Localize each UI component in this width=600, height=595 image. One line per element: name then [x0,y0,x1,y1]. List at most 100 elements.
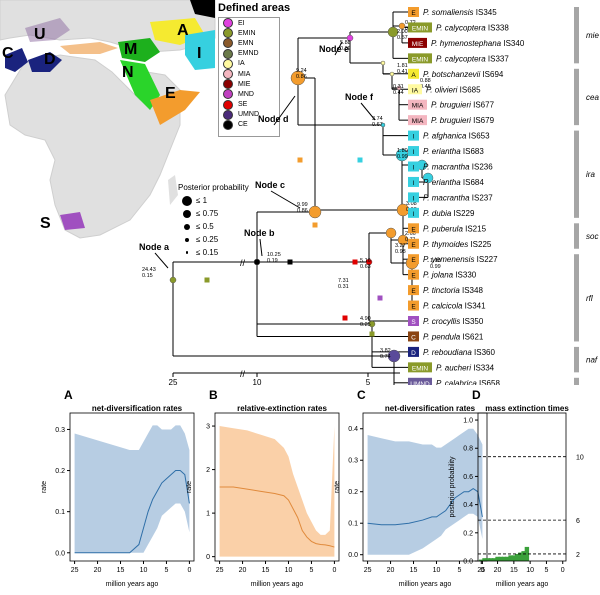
node-probability: 0.67 [372,122,383,128]
clade-label: soc [586,232,598,241]
panel-title: mass extinction times [485,404,569,413]
threshold-label: 10 [576,455,584,462]
x-tick-label: 15 [117,567,125,574]
region-mediterranean-coast [60,42,118,54]
tip-label: P. crocyllis IS350 [423,317,484,326]
tip-area-box [408,362,432,373]
tip-label: P. reboudiana IS360 [423,348,495,357]
tip-label: P. bruguieri IS677 [431,101,495,110]
posterior-bar [495,556,500,561]
area-legend-swatch [223,48,233,59]
posterior-dot [183,209,191,218]
distribution-map: U C D M N E A I S [0,0,216,239]
posterior-bar [518,552,523,561]
tip-label: P. olivieri IS685 [426,85,481,94]
x-tick-label: 20 [239,567,247,574]
area-legend-item: EMIN [219,28,279,39]
posterior-bar [508,555,513,561]
y-tick-label: 0.0 [348,552,358,559]
y-tick-label: 0.2 [55,468,65,475]
tree-node-marker [253,258,261,266]
x-tick-label: 5 [309,567,313,574]
tree-node-marker [398,22,406,30]
posterior-level-label: ≤ 0.25 [196,235,219,244]
node-probability: 0.31 [338,284,349,290]
tip-species: P. somaliensis [423,8,474,17]
node-arrow [259,238,263,257]
tip-species: P. macrantha [423,163,470,172]
region-c [5,48,28,72]
tip-area-box [408,22,432,33]
posterior-dot [185,237,189,242]
node-age: 0.31 [393,84,404,90]
credible-interval-band [367,428,483,555]
tip-area-code: E [411,304,416,311]
node-age: 9.24 [296,68,307,74]
x-tick-label: 15 [510,567,518,574]
region-label-i: I [197,45,201,62]
node-probability: 0.44 [393,90,404,96]
tree-node-marker [380,60,386,66]
clade-bar [574,254,579,342]
region-ce [190,0,215,18]
tip-id: IS679 [471,116,495,125]
tip-area-box [408,176,419,187]
tip-species: P. jolana [423,271,454,280]
area-legend-item: MIA [219,69,279,80]
tip-area-code: E [411,257,416,264]
tip-area-code: C [411,334,416,341]
x-tick-label: 15 [410,567,418,574]
x-tick-label: 0 [187,567,191,574]
tip-species: P. bruguieri [431,101,471,110]
region-label-n: N [122,64,134,81]
node-probability: 0.74 [380,354,391,360]
tip-species: P. afghanica [423,132,467,141]
region-u [25,18,70,42]
area-legend-swatch [223,79,233,90]
node-probability: 0.41 [397,69,408,75]
y-tick-label: 3 [206,424,210,431]
posterior-legend: Posterior probability ≤ 1 ≤ 0.75 ≤ 0.5 ≤… [178,183,249,259]
posterior-dot [185,251,189,254]
tip-id: IS236 [470,163,494,172]
posterior-level: ≤ 1 [178,194,249,207]
node-label: Node c [255,180,285,190]
x-axis-label: million years ago [496,581,549,588]
area-legend-label: EMIN [238,29,256,37]
tip-area-box [408,316,419,326]
y-tick-label: 0.4 [463,502,473,509]
tip-area-box [408,130,419,141]
node-age: 10.25 [267,252,281,258]
tip-area-code: D [411,350,416,357]
node-label: Node e [319,44,349,54]
node-probability: 0.15 [142,273,153,279]
area-legend-item: MIE [219,79,279,90]
x-tick-label: 5 [164,567,168,574]
tip-id: IS348 [460,286,484,295]
tip-area-box [408,331,419,342]
tip-species: P. thymoides [423,240,468,249]
tip-area-code: MIE [412,41,424,48]
x-tick-label: 5 [544,567,548,574]
tip-area-code: E [411,226,416,233]
y-axis-label: rate [41,481,48,493]
tree-node-marker [346,34,354,42]
x-tick-label: 10 [285,567,293,574]
tip-species: P. macrantha [423,193,470,202]
node-label: Node a [139,242,170,252]
tip-area-code: E [411,288,416,295]
panel-frame [477,412,567,562]
panel-title: net-diversification rates [385,404,476,413]
region-label-a: A [177,22,189,39]
node-probability: 0.63 [360,264,371,270]
area-legend-label: SE [238,101,248,109]
node-age: 3.82 [380,348,391,354]
tip-id: IS360 [472,348,496,357]
clade-bar [574,346,579,373]
x-tick-label: 0 [561,567,565,574]
node-age: 1.80 [397,148,408,154]
tip-label: P. thymoides IS225 [423,240,492,249]
y-tick-label: 1.0 [463,418,473,425]
node-age: 1.90 [430,258,441,264]
posterior-bar [479,559,484,561]
